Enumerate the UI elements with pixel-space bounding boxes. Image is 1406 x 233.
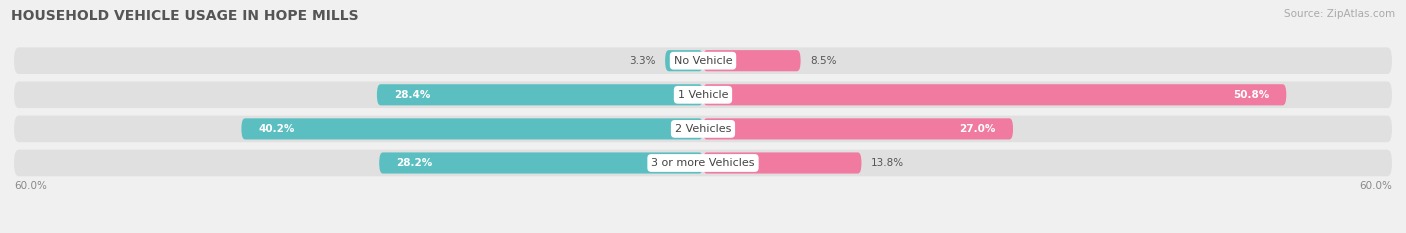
Text: 60.0%: 60.0% xyxy=(1360,181,1392,191)
FancyBboxPatch shape xyxy=(665,50,703,71)
Text: 3 or more Vehicles: 3 or more Vehicles xyxy=(651,158,755,168)
FancyBboxPatch shape xyxy=(380,152,703,174)
Text: 13.8%: 13.8% xyxy=(870,158,904,168)
Text: 2 Vehicles: 2 Vehicles xyxy=(675,124,731,134)
FancyBboxPatch shape xyxy=(703,84,1286,105)
FancyBboxPatch shape xyxy=(14,150,1392,176)
FancyBboxPatch shape xyxy=(703,152,862,174)
FancyBboxPatch shape xyxy=(14,47,1392,74)
Text: 8.5%: 8.5% xyxy=(810,56,837,66)
Text: HOUSEHOLD VEHICLE USAGE IN HOPE MILLS: HOUSEHOLD VEHICLE USAGE IN HOPE MILLS xyxy=(11,9,359,23)
FancyBboxPatch shape xyxy=(14,82,1392,108)
FancyBboxPatch shape xyxy=(14,116,1392,142)
Text: 50.8%: 50.8% xyxy=(1233,90,1270,100)
Text: 1 Vehicle: 1 Vehicle xyxy=(678,90,728,100)
Text: 28.4%: 28.4% xyxy=(394,90,430,100)
Text: 28.2%: 28.2% xyxy=(396,158,433,168)
Text: Source: ZipAtlas.com: Source: ZipAtlas.com xyxy=(1284,9,1395,19)
Text: No Vehicle: No Vehicle xyxy=(673,56,733,66)
FancyBboxPatch shape xyxy=(703,50,800,71)
FancyBboxPatch shape xyxy=(242,118,703,140)
FancyBboxPatch shape xyxy=(703,118,1012,140)
Text: 60.0%: 60.0% xyxy=(14,181,46,191)
Text: 40.2%: 40.2% xyxy=(259,124,295,134)
Text: 3.3%: 3.3% xyxy=(630,56,657,66)
Text: 27.0%: 27.0% xyxy=(959,124,995,134)
Legend: Owner-occupied, Renter-occupied: Owner-occupied, Renter-occupied xyxy=(588,230,818,233)
FancyBboxPatch shape xyxy=(377,84,703,105)
